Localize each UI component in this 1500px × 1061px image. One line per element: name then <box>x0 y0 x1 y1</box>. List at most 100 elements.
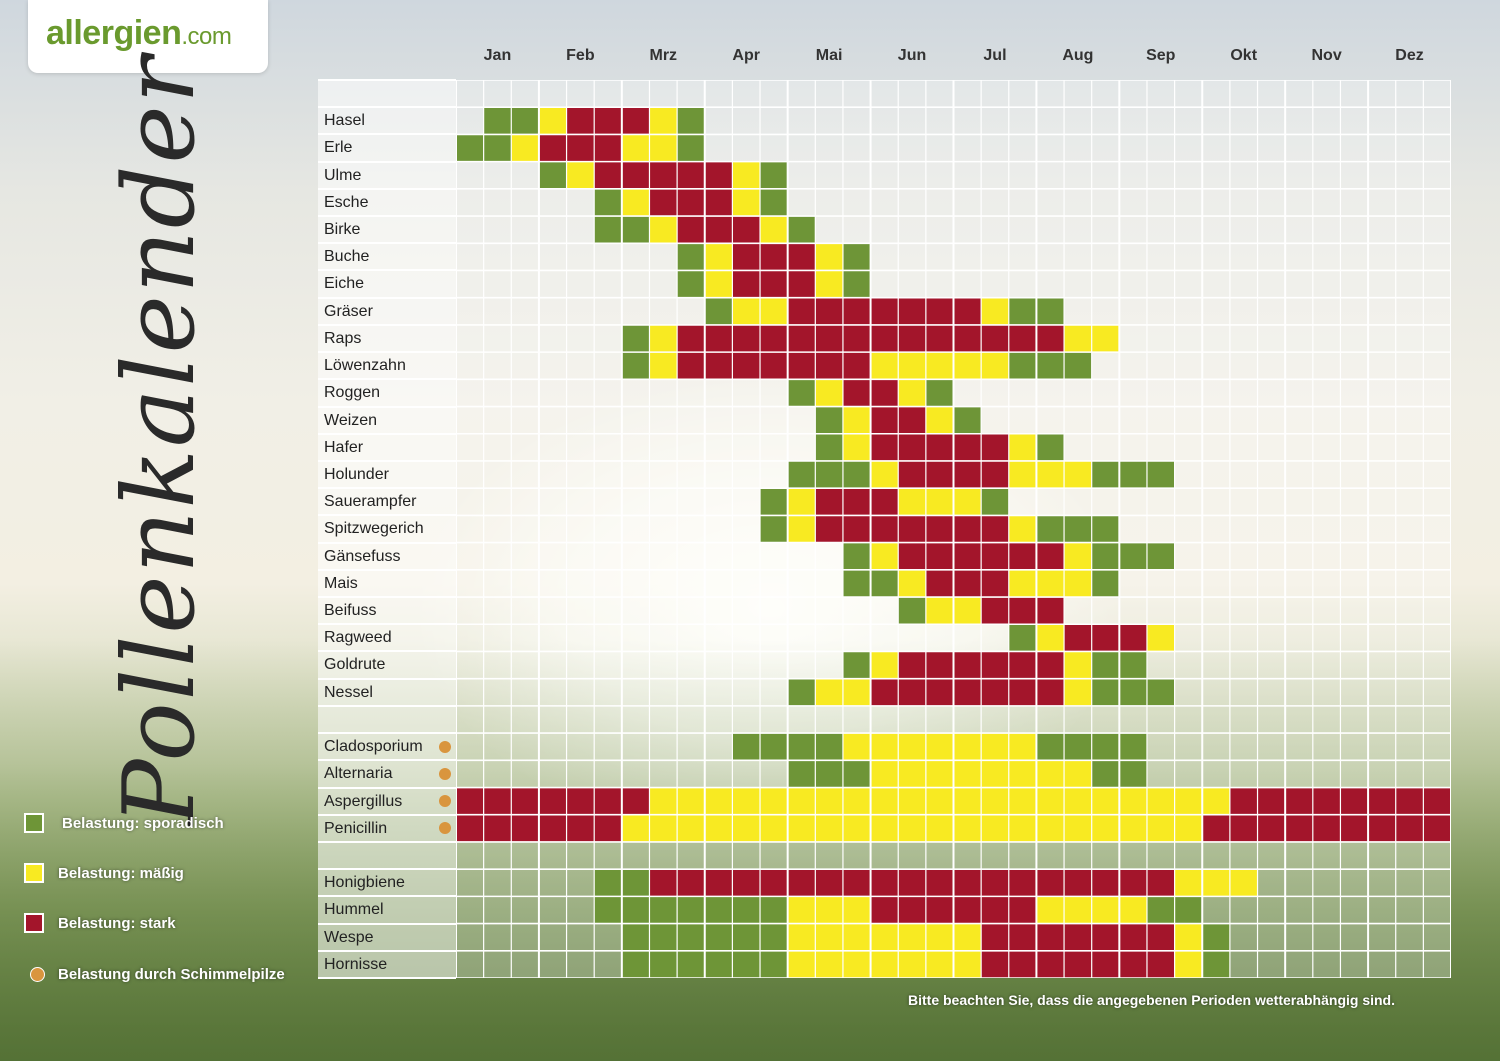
row-label: Eiche <box>324 275 365 293</box>
legend-item-maessig: Belastung: mäßig <box>24 861 184 885</box>
heatmap-cell <box>1064 515 1092 543</box>
heatmap-cell <box>787 379 816 407</box>
heatmap-cell <box>1368 787 1396 815</box>
row-label: Aspergillus <box>324 792 403 810</box>
row-separator <box>318 949 456 952</box>
heatmap-cell <box>621 134 650 162</box>
month-label-mai: Mai <box>815 47 843 64</box>
heatmap-cell <box>1174 814 1203 842</box>
heatmap-cell <box>925 787 954 815</box>
heatmap-cell <box>1174 869 1203 897</box>
heatmap-cell <box>953 651 982 679</box>
heatmap-cell <box>953 297 982 325</box>
heatmap-cell <box>677 134 705 162</box>
heatmap-cell <box>1119 869 1147 897</box>
legend-item-schimmelpilze: Belastung durch Schimmelpilze <box>24 962 285 986</box>
heatmap-cell <box>677 814 705 842</box>
heatmap-cell <box>1229 787 1258 815</box>
heatmap-cell <box>925 651 954 679</box>
heatmap-cell <box>760 161 788 189</box>
heatmap-cell <box>1091 950 1120 978</box>
heatmap-cell <box>898 433 926 461</box>
heatmap-cell <box>981 297 1009 325</box>
heatmap-cell <box>704 243 733 271</box>
heatmap-cell <box>1146 460 1175 489</box>
heatmap-cell <box>594 107 622 135</box>
row-separator <box>318 215 456 218</box>
heatmap-cell <box>1064 569 1092 598</box>
heatmap-cell <box>704 270 733 298</box>
heatmap-cell <box>981 651 1009 679</box>
heatmap-cell <box>953 896 982 924</box>
heatmap-cell <box>594 869 622 897</box>
heatmap-cell <box>621 352 650 380</box>
row-separator <box>318 351 456 354</box>
heatmap-cell <box>898 760 926 788</box>
heatmap-cell <box>649 923 678 951</box>
heatmap-cell <box>898 352 926 380</box>
heatmap-cell <box>1008 515 1037 543</box>
heatmap-cell <box>732 733 761 761</box>
legend-item-stark: Belastung: stark <box>24 911 176 935</box>
heatmap-cell <box>787 923 816 951</box>
heatmap-cell <box>870 324 899 353</box>
heatmap-cell <box>870 569 899 598</box>
heatmap-cell <box>1146 678 1175 706</box>
heatmap-cell <box>649 134 678 162</box>
heatmap-cell <box>842 460 871 489</box>
heatmap-cell <box>1257 814 1286 842</box>
row-separator <box>318 786 456 789</box>
heatmap-cell <box>787 678 816 706</box>
heatmap-cell <box>1091 869 1120 897</box>
heatmap-cell <box>704 896 733 924</box>
heatmap-cell <box>1036 352 1065 380</box>
heatmap-cell <box>842 733 871 761</box>
row-separator <box>318 514 456 517</box>
heatmap-cell <box>1091 624 1120 652</box>
heatmap-cell <box>898 950 926 978</box>
row-separator <box>318 895 456 898</box>
row-label: Nessel <box>324 683 373 701</box>
heatmap-cell <box>1064 896 1092 924</box>
row-separator <box>318 677 456 680</box>
heatmap-cell <box>953 733 982 761</box>
heatmap-cell <box>621 188 650 217</box>
heatmap-cell <box>1174 950 1203 978</box>
heatmap-cell <box>1119 760 1147 788</box>
heatmap-cell <box>925 814 954 842</box>
heatmap-cell <box>1119 787 1147 815</box>
heatmap-cell <box>566 161 595 189</box>
heatmap-cell <box>538 787 567 815</box>
heatmap-cell <box>898 787 926 815</box>
row-separator <box>318 296 456 299</box>
heatmap-cell <box>1091 569 1120 598</box>
row-label: Hummel <box>324 901 384 919</box>
heatmap-cell <box>842 923 871 951</box>
heatmap-cell <box>925 542 954 570</box>
heatmap-cell <box>981 869 1009 897</box>
row-separator <box>318 487 456 490</box>
heatmap-cell <box>456 134 484 162</box>
heatmap-cell <box>842 270 871 298</box>
heatmap-cell <box>1091 542 1120 570</box>
heatmap-cell <box>677 107 705 135</box>
row-separator <box>318 432 456 435</box>
heatmap-cell <box>1036 433 1065 461</box>
row-label: Cladosporium <box>324 738 423 756</box>
heatmap-cell <box>870 814 899 842</box>
heatmap-cell <box>1064 950 1092 978</box>
heatmap-cell <box>677 869 705 897</box>
heatmap-cell <box>870 760 899 788</box>
heatmap-cell <box>815 515 843 543</box>
heatmap-cell <box>925 515 954 543</box>
logo[interactable]: allergien.com <box>28 0 268 73</box>
heatmap-cell <box>1257 787 1286 815</box>
heatmap-cell <box>704 161 733 189</box>
heatmap-cell <box>925 923 954 951</box>
row-label: Ragweed <box>324 629 392 647</box>
heatmap-cell <box>760 814 788 842</box>
heatmap-cell <box>787 216 816 244</box>
heatmap-cell <box>842 352 871 380</box>
heatmap-cell <box>1036 760 1065 788</box>
heatmap-cell <box>815 243 843 271</box>
